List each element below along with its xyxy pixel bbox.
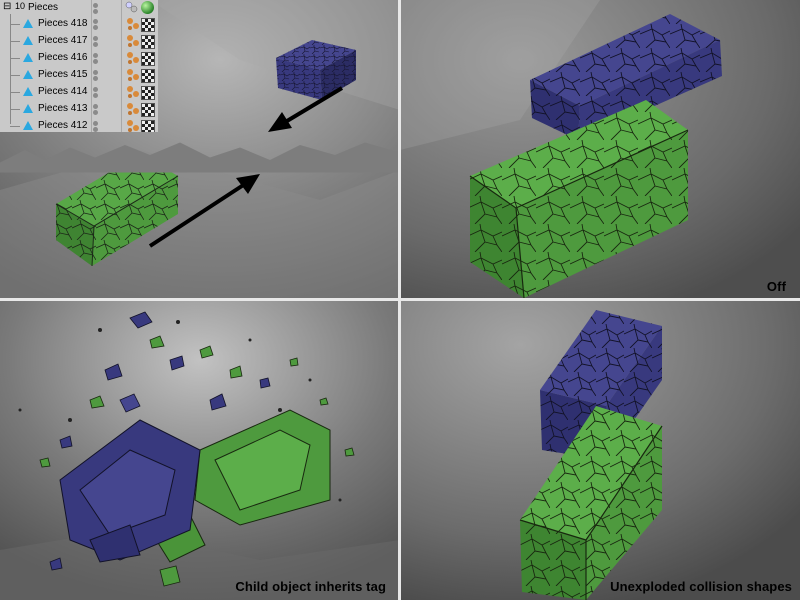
texture-tag-icon[interactable] [141, 52, 155, 66]
texture-tag-icon[interactable] [141, 18, 155, 32]
collapse-toggle-icon[interactable]: ⊟ [3, 1, 12, 12]
object-name: Pieces [28, 2, 59, 13]
column-separator [91, 0, 92, 132]
scene-off-render [400, 0, 800, 300]
phong-tag-icon[interactable] [126, 85, 140, 99]
object-name: Pieces 415 [38, 69, 88, 80]
polygon-object-icon [23, 70, 33, 79]
tree-branch [10, 58, 20, 59]
texture-tag-icon[interactable] [141, 103, 155, 117]
scene-exploded-render [0, 300, 400, 600]
tree-branch [10, 92, 20, 93]
material-tag-icon[interactable] [140, 0, 155, 15]
polygon-object-icon [23, 53, 33, 62]
object-name: Pieces 416 [38, 52, 88, 63]
scene-setup-render [0, 0, 400, 300]
tree-branch [10, 109, 20, 110]
phong-tag-icon[interactable] [126, 17, 140, 31]
caption-child-inherits: Child object inherits tag [235, 579, 386, 594]
tree-branch [10, 41, 20, 42]
object-name: Pieces 414 [38, 86, 88, 97]
object-row[interactable]: Pieces 416 [0, 50, 158, 66]
torn-edge [0, 142, 400, 173]
polygon-object-icon [23, 36, 33, 45]
visibility-dots-icon[interactable] [93, 36, 99, 47]
texture-tag-icon[interactable] [141, 35, 155, 49]
object-name: Pieces 413 [38, 103, 88, 114]
visibility-dots-icon[interactable] [93, 87, 99, 98]
texture-tag-icon[interactable] [141, 86, 155, 100]
phong-tag-icon[interactable] [126, 51, 140, 65]
phong-tag-icon[interactable] [126, 68, 140, 82]
phong-tag-icon[interactable] [126, 119, 140, 132]
panel-setup: ⊟ 10 Pieces Pieces 418 Pieces 417 [0, 0, 400, 300]
panel-child-inherits: Child object inherits tag [0, 300, 400, 600]
polygon-object-icon [23, 87, 33, 96]
phong-tag-icon[interactable] [126, 34, 140, 48]
polygon-object-icon [23, 104, 33, 113]
column-separator [121, 0, 122, 132]
texture-tag-icon[interactable] [141, 120, 155, 132]
tree-branch [10, 24, 20, 25]
visibility-dots-icon[interactable] [93, 19, 99, 30]
visibility-dots-icon[interactable] [93, 121, 99, 132]
object-row[interactable]: Pieces 417 [0, 33, 158, 49]
tree-branch [10, 75, 20, 76]
dynamics-tag-icon[interactable] [124, 0, 138, 14]
object-name: Pieces 418 [38, 18, 88, 29]
polygon-object-icon [23, 121, 33, 130]
panel-unexploded: Unexploded collision shapes [400, 300, 800, 600]
tree-branch [10, 126, 20, 127]
phong-tag-icon[interactable] [126, 102, 140, 116]
panel-off: Off [400, 0, 800, 300]
object-row[interactable]: Pieces 414 [0, 84, 158, 100]
visibility-dots-icon[interactable] [93, 53, 99, 64]
object-name: Pieces 417 [38, 35, 88, 46]
visibility-dots-icon[interactable] [93, 104, 99, 115]
object-row[interactable]: Pieces 418 [0, 16, 158, 32]
object-name: Pieces 412 [38, 120, 88, 131]
object-row[interactable]: Pieces 415 [0, 67, 158, 83]
polygon-object-icon [23, 19, 33, 28]
texture-tag-icon[interactable] [141, 69, 155, 83]
null-object-icon: 10 [15, 1, 26, 11]
tree-line [10, 14, 11, 124]
caption-off: Off [766, 279, 786, 294]
visibility-dots-icon[interactable] [93, 70, 99, 81]
scene-unexploded-render [400, 300, 800, 600]
caption-unexploded: Unexploded collision shapes [610, 579, 792, 594]
object-row[interactable]: Pieces 412 [0, 118, 158, 132]
object-row-pieces[interactable]: ⊟ 10 Pieces [0, 0, 158, 16]
panel-divider-horizontal [0, 298, 800, 301]
object-manager-panel: ⊟ 10 Pieces Pieces 418 Pieces 417 [0, 0, 158, 132]
object-row[interactable]: Pieces 413 [0, 101, 158, 117]
visibility-dots-icon[interactable] [93, 3, 99, 14]
